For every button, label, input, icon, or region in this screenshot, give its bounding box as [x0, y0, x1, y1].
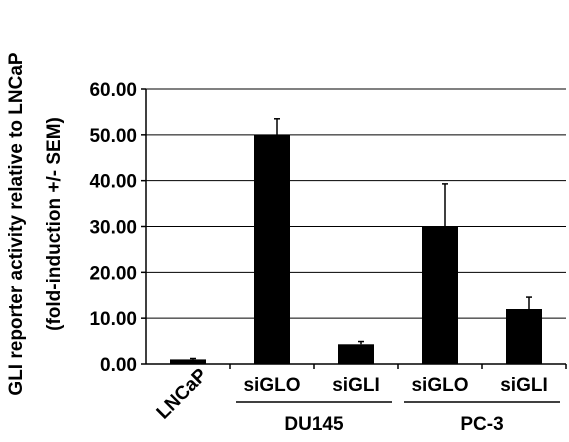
error-bars: [190, 118, 532, 360]
group-label: PC-3: [460, 414, 503, 435]
bar: [506, 309, 542, 364]
gridlines: [146, 88, 566, 319]
bar: [422, 226, 458, 364]
group-label: DU145: [284, 414, 344, 435]
y-tick-label: 40.00: [89, 172, 137, 193]
y-axis-label-line2: (fold-induction +/- SEM): [44, 117, 65, 331]
y-tick-label: 20.00: [89, 263, 137, 284]
y-tick-label: 30.00: [89, 218, 137, 239]
x-tick-label: siGLO: [243, 375, 300, 396]
bar: [254, 134, 290, 364]
y-axis-label-line1: GLI reporter activity relative to LNCaP: [6, 52, 27, 395]
y-tick-label: 60.00: [89, 80, 137, 101]
bar: [170, 359, 206, 364]
x-tick-label: siGLO: [411, 375, 468, 396]
x-tick-label: siGLI: [332, 375, 380, 396]
bar: [338, 344, 374, 364]
y-tick-labels: 0.00 10.00 20.00 30.00 40.00 50.00 60.00: [89, 80, 146, 376]
y-tick-label: 50.00: [89, 126, 137, 147]
x-tick-labels: LNCaP siGLO siGLI siGLO siGLI: [153, 364, 567, 424]
group-labels: DU145 PC-3: [236, 401, 560, 435]
bars: [170, 134, 542, 364]
y-tick-label: 10.00: [89, 309, 137, 330]
y-tick-label: 0.00: [100, 355, 137, 376]
x-tick-label: siGLI: [500, 375, 548, 396]
x-tick-label: LNCaP: [153, 364, 212, 423]
